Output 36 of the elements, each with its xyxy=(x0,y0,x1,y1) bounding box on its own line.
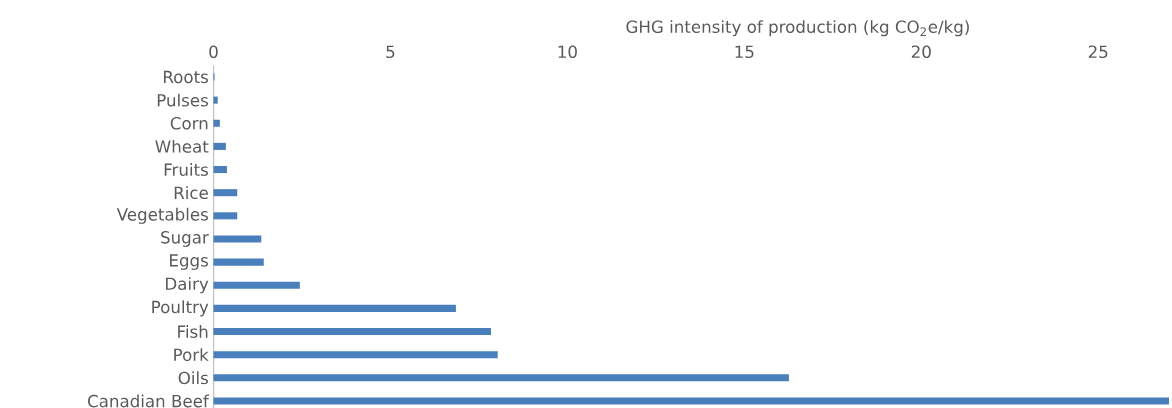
bar xyxy=(213,235,262,243)
y-tick-label: Corn xyxy=(170,116,208,130)
y-tick-label: Vegetables xyxy=(116,207,208,224)
x-tick-label: 5 xyxy=(386,45,395,59)
y-tick-label: Fruits xyxy=(164,163,208,176)
bar xyxy=(213,304,456,312)
x-tick-label: 10 xyxy=(558,45,577,59)
y-tick-label: Oils xyxy=(178,371,208,385)
bar xyxy=(213,142,226,150)
y-tick-label: Pork xyxy=(174,348,209,362)
y-tick-label: Canadian Beef xyxy=(88,394,210,408)
y-tick-label: Fish xyxy=(178,325,208,338)
y-tick-label: Wheat xyxy=(155,139,209,153)
bar xyxy=(213,258,264,266)
y-tick-label: Dairy xyxy=(166,277,209,294)
bar xyxy=(213,397,1169,405)
x-tick-label: 15 xyxy=(735,45,754,59)
bar xyxy=(213,212,238,220)
bar xyxy=(213,281,300,289)
bar xyxy=(213,374,789,382)
bar xyxy=(213,166,227,174)
x-tick-label: 0 xyxy=(209,45,218,59)
x-tick-label: 20 xyxy=(911,45,931,59)
y-tick-label: Rice xyxy=(174,186,208,200)
y-tick-label: Eggs xyxy=(170,254,208,270)
bar xyxy=(213,96,218,104)
y-tick-label: Sugar xyxy=(161,231,209,247)
x-axis-title: GHG intensity of production (kg CO$_{2}$e/kg) xyxy=(626,20,969,37)
y-tick-label: Roots xyxy=(163,70,208,84)
bar xyxy=(213,327,491,336)
y-tick-label: Poultry xyxy=(152,300,209,317)
y-tick-label: Pulses xyxy=(157,93,208,107)
bar xyxy=(213,119,220,127)
bar xyxy=(213,351,498,359)
bar xyxy=(213,189,238,197)
x-tick-label: 25 xyxy=(1088,45,1108,59)
